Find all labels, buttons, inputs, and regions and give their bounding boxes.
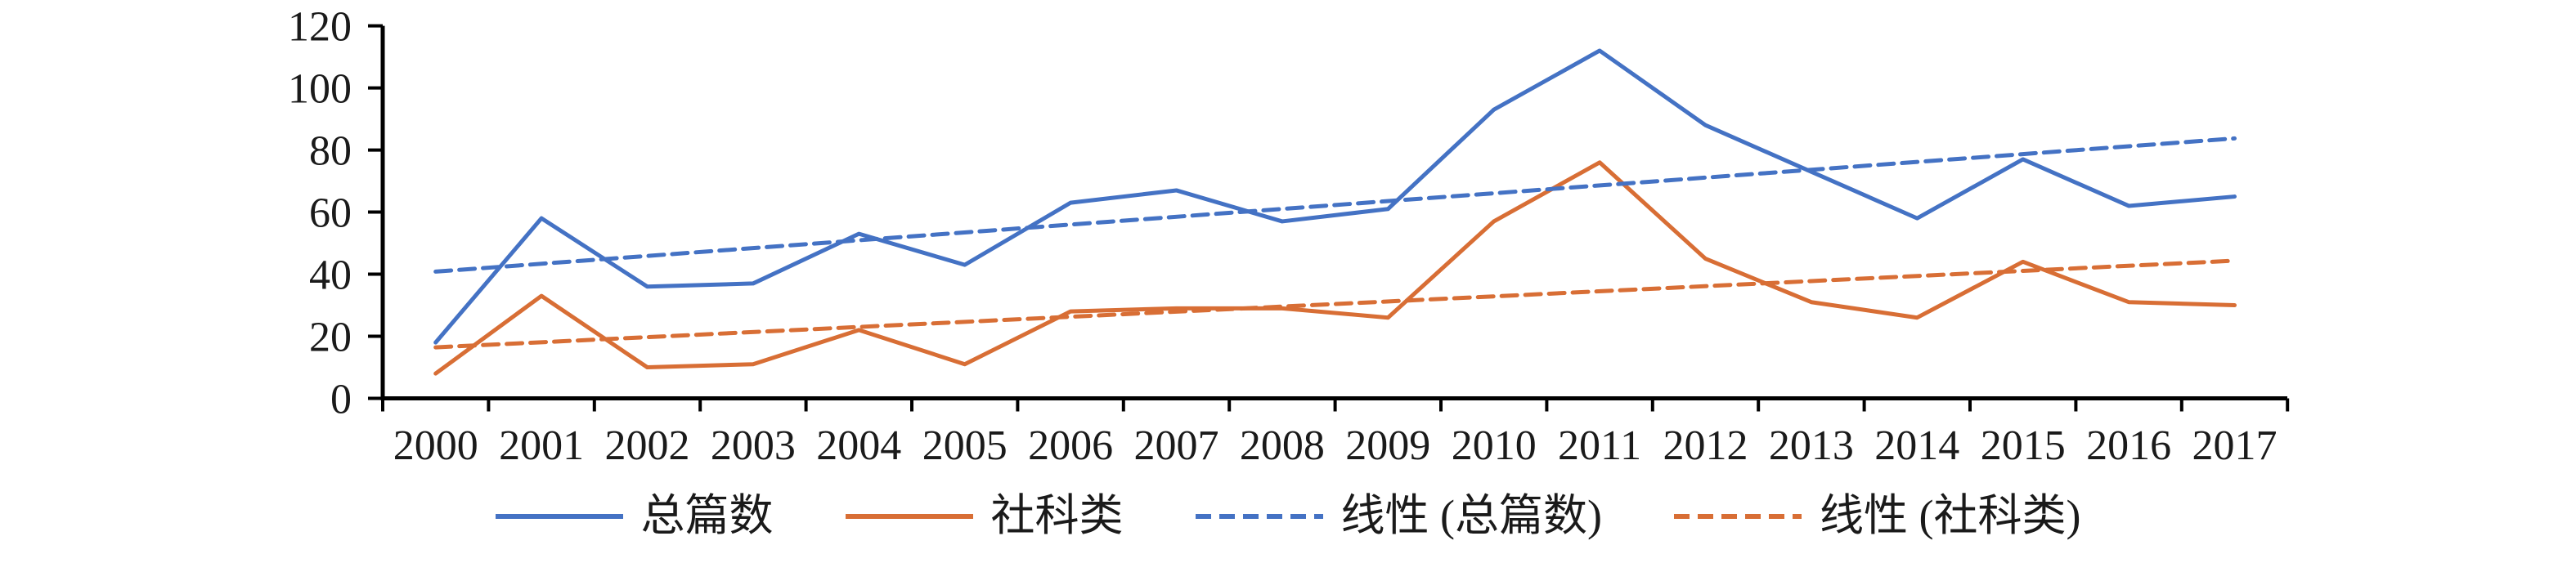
x-axis-tick-label: 2001 <box>499 422 584 469</box>
x-axis-tick-label: 2008 <box>1240 422 1325 469</box>
y-axis-tick-label: 100 <box>288 66 352 113</box>
x-axis-tick-label: 2002 <box>605 422 690 469</box>
legend-item-trend-total: 线性 (总篇数) <box>1195 489 1602 544</box>
total-trend-dashed-swatch <box>1195 513 1323 519</box>
legend-item-trend-social: 线性 (社科类) <box>1674 489 2080 544</box>
x-axis-tick-label: 2014 <box>1874 422 1959 469</box>
x-axis-tick-label: 2010 <box>1452 422 1537 469</box>
x-axis-tick-label: 2005 <box>922 422 1008 469</box>
x-axis-tick-label: 2011 <box>1558 422 1641 469</box>
x-axis-tick-label: 2004 <box>816 422 901 469</box>
series-line-3 <box>433 258 2237 350</box>
total-series-line-swatch <box>495 513 623 519</box>
y-axis-tick-label: 120 <box>288 4 352 51</box>
x-axis-tick-label: 2006 <box>1028 422 1113 469</box>
y-axis-tick-label: 80 <box>309 128 352 175</box>
x-axis-tick-label: 2015 <box>1981 422 2066 469</box>
y-axis-tick-label: 60 <box>309 190 352 237</box>
y-axis-tick-label: 40 <box>309 252 352 299</box>
series-line-1 <box>433 160 2237 376</box>
legend-label-total-series: 总篇数 <box>640 491 774 540</box>
x-axis-tick-label: 2017 <box>2192 422 2278 469</box>
x-axis-tick-label: 2013 <box>1769 422 1854 469</box>
legend-label-social-science: 社科类 <box>990 491 1124 540</box>
chart-legend: 总篇数 社科类 线性 (总篇数) 线性 (社科类) <box>0 489 2576 544</box>
legend-item-social-science: 社科类 <box>845 489 1124 544</box>
y-axis-tick-label: 0 <box>330 377 352 423</box>
x-axis-tick-label: 2003 <box>711 422 796 469</box>
x-axis-tick-label: 2012 <box>1663 422 1748 469</box>
legend-item-total-series: 总篇数 <box>495 489 774 544</box>
series-line-2 <box>433 136 2237 274</box>
x-axis-tick-label: 2007 <box>1134 422 1219 469</box>
social-trend-dashed-swatch <box>1674 513 1802 519</box>
x-axis-tick-label: 2000 <box>393 422 478 469</box>
series-line-0 <box>433 48 2237 345</box>
x-axis-tick-label: 2009 <box>1345 422 1430 469</box>
x-axis-tick-label: 2016 <box>2086 422 2171 469</box>
social-science-line-swatch <box>845 513 973 519</box>
legend-label-trend-total: 线性 (总篇数) <box>1340 491 1602 540</box>
y-axis-tick-label: 20 <box>309 315 352 361</box>
legend-label-trend-social: 线性 (社科类) <box>1820 491 2081 540</box>
